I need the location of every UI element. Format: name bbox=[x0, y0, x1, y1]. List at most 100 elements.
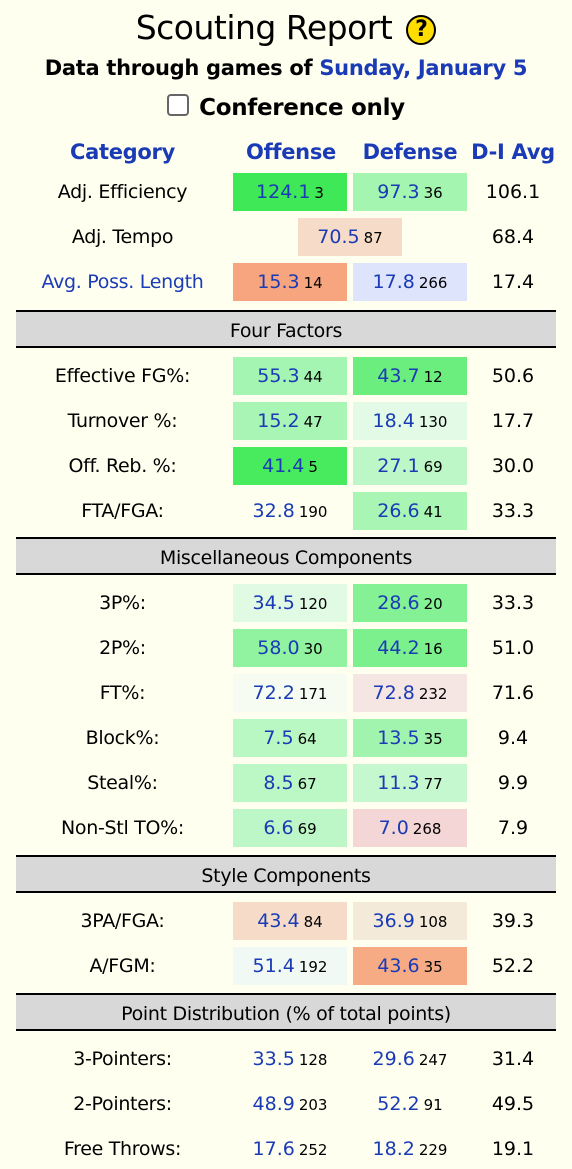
defense-cell-value[interactable]: 43.7 bbox=[377, 365, 420, 387]
offense-cell-value[interactable]: 41.4 bbox=[262, 455, 305, 477]
avg-cell: 49.5 bbox=[491, 1093, 535, 1115]
offense-cell-rank: 69 bbox=[297, 820, 317, 838]
offense-cell-value[interactable]: 124.1 bbox=[256, 181, 311, 203]
defense-cell-value[interactable]: 13.5 bbox=[377, 727, 420, 749]
offense-cell-value[interactable]: 15.2 bbox=[257, 410, 300, 432]
defense-cell: 28.6 20 bbox=[353, 584, 467, 622]
row-label: Steal%: bbox=[87, 772, 158, 794]
defense-cell-value[interactable]: 29.6 bbox=[372, 1048, 415, 1070]
defense-cell: 43.7 12 bbox=[353, 357, 467, 395]
subtitle-date-link[interactable]: Sunday, January 5 bbox=[319, 56, 528, 80]
defense-cell-value[interactable]: 18.2 bbox=[372, 1138, 415, 1160]
defense-cell: 27.1 69 bbox=[353, 447, 467, 485]
offense-cell: 55.3 44 bbox=[233, 357, 347, 395]
offense-cell: 17.6 252 bbox=[233, 1130, 347, 1168]
offense-cell-value[interactable]: 8.5 bbox=[263, 772, 294, 794]
section-header: Style Components bbox=[16, 855, 556, 893]
defense-cell-value[interactable]: 44.2 bbox=[377, 637, 420, 659]
defense-cell-value[interactable]: 43.6 bbox=[377, 955, 420, 977]
offense-cell: 58.0 30 bbox=[233, 629, 347, 667]
defense-cell: 13.5 35 bbox=[353, 719, 467, 757]
row-label[interactable]: Avg. Poss. Length bbox=[41, 271, 204, 293]
defense-cell: 36.9 108 bbox=[353, 902, 467, 940]
offense-cell-value[interactable]: 7.5 bbox=[263, 727, 294, 749]
offense-cell-rank: 171 bbox=[298, 685, 328, 703]
row-label: Off. Reb. %: bbox=[68, 455, 177, 477]
defense-cell-rank: 69 bbox=[423, 458, 443, 476]
table-row: Effective FG%: 55.3 44 43.7 12 50.6 bbox=[0, 357, 572, 395]
table-row: FTA/FGA: 32.8 190 26.6 41 33.3 bbox=[0, 492, 572, 530]
offense-cell-value[interactable]: 17.6 bbox=[252, 1138, 295, 1160]
column-header-offense[interactable]: Offense bbox=[246, 140, 336, 164]
avg-cell: 51.0 bbox=[491, 637, 535, 659]
data-through-line: Data through games of Sunday, January 5 bbox=[0, 52, 572, 84]
defense-cell-value[interactable]: 17.8 bbox=[372, 271, 415, 293]
offense-cell-rank: 3 bbox=[314, 184, 324, 202]
defense-cell-rank: 268 bbox=[412, 820, 442, 838]
avg-cell: 30.0 bbox=[491, 455, 535, 477]
defense-cell: 18.2 229 bbox=[353, 1130, 467, 1168]
defense-cell-value[interactable]: 36.9 bbox=[372, 910, 415, 932]
conference-only-toggle[interactable]: Conference only bbox=[0, 90, 572, 126]
row-label: 2-Pointers: bbox=[73, 1093, 172, 1115]
row-label: Turnover %: bbox=[67, 410, 178, 432]
conference-only-label: Conference only bbox=[199, 95, 405, 121]
defense-cell-value[interactable]: 26.6 bbox=[377, 500, 420, 522]
tempo-cell-value[interactable]: 70.5 bbox=[317, 226, 360, 248]
offense-cell: 48.9 203 bbox=[233, 1085, 347, 1123]
defense-cell-value[interactable]: 28.6 bbox=[377, 592, 420, 614]
offense-cell-value[interactable]: 43.4 bbox=[257, 910, 300, 932]
table-row: Adj. Tempo 70.5 87 68.4 bbox=[0, 218, 572, 256]
column-header-avg[interactable]: D-I Avg bbox=[471, 140, 555, 164]
row-label: A/FGM: bbox=[89, 955, 156, 977]
offense-cell-value[interactable]: 15.3 bbox=[257, 271, 300, 293]
table-row: 2P%: 58.0 30 44.2 16 51.0 bbox=[0, 629, 572, 667]
offense-cell-value[interactable]: 32.8 bbox=[252, 500, 295, 522]
column-header-category[interactable]: Category bbox=[70, 140, 175, 164]
offense-cell-rank: 252 bbox=[298, 1141, 328, 1159]
offense-cell-rank: 203 bbox=[298, 1096, 328, 1114]
table-row: Adj. Efficiency 124.1 3 97.3 36 106.1 bbox=[0, 173, 572, 211]
offense-cell-value[interactable]: 58.0 bbox=[257, 637, 300, 659]
conference-only-checkbox[interactable] bbox=[167, 94, 190, 116]
table-row: Non-Stl TO%: 6.6 69 7.0 268 7.9 bbox=[0, 809, 572, 847]
row-label: FT%: bbox=[99, 682, 146, 704]
row-label: 3PA/FGA: bbox=[80, 910, 165, 932]
defense-cell-value[interactable]: 18.4 bbox=[372, 410, 415, 432]
row-label: Block%: bbox=[85, 727, 160, 749]
table-row: Block%: 7.5 64 13.5 35 9.4 bbox=[0, 719, 572, 757]
offense-cell-rank: 192 bbox=[298, 958, 328, 976]
defense-cell-rank: 130 bbox=[418, 413, 448, 431]
offense-cell-value[interactable]: 72.2 bbox=[252, 682, 295, 704]
title-text: Scouting Report bbox=[135, 8, 393, 47]
defense-cell-rank: 229 bbox=[418, 1141, 448, 1159]
offense-cell-value[interactable]: 55.3 bbox=[257, 365, 300, 387]
defense-cell-value[interactable]: 52.2 bbox=[377, 1093, 420, 1115]
row-label: 3P%: bbox=[99, 592, 146, 614]
offense-cell-rank: 30 bbox=[303, 640, 323, 658]
avg-cell: 33.3 bbox=[491, 592, 535, 614]
defense-cell-rank: 108 bbox=[418, 913, 448, 931]
table-row: FT%: 72.2 171 72.8 232 71.6 bbox=[0, 674, 572, 712]
offense-cell-value[interactable]: 6.6 bbox=[263, 817, 294, 839]
offense-cell: 33.5 128 bbox=[233, 1040, 347, 1078]
offense-cell-value[interactable]: 51.4 bbox=[252, 955, 295, 977]
defense-cell-value[interactable]: 11.3 bbox=[377, 772, 420, 794]
defense-cell-value[interactable]: 7.0 bbox=[378, 817, 409, 839]
table-row: Avg. Poss. Length 15.3 14 17.8 266 17.4 bbox=[0, 263, 572, 301]
help-icon[interactable]: ? bbox=[406, 15, 437, 45]
offense-cell-value[interactable]: 48.9 bbox=[252, 1093, 295, 1115]
defense-cell-value[interactable]: 72.8 bbox=[372, 682, 415, 704]
offense-cell-rank: 64 bbox=[297, 730, 317, 748]
row-label: Effective FG%: bbox=[54, 365, 191, 387]
offense-cell-value[interactable]: 34.5 bbox=[252, 592, 295, 614]
defense-cell-value[interactable]: 27.1 bbox=[377, 455, 420, 477]
defense-cell-rank: 247 bbox=[418, 1051, 448, 1069]
offense-cell-rank: 190 bbox=[298, 503, 328, 521]
offense-cell-value[interactable]: 33.5 bbox=[252, 1048, 295, 1070]
column-header-defense[interactable]: Defense bbox=[362, 140, 458, 164]
defense-cell: 7.0 268 bbox=[353, 809, 467, 847]
subtitle-prefix: Data through games of bbox=[44, 56, 320, 80]
defense-cell-value[interactable]: 97.3 bbox=[377, 181, 420, 203]
